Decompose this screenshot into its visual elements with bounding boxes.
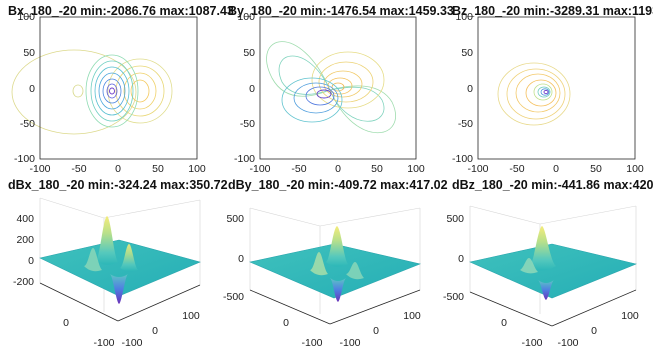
surface bbox=[39, 216, 201, 304]
z-tick-label: -500 bbox=[223, 291, 244, 303]
x-tick-label: -100 bbox=[467, 163, 488, 175]
y-tick-label: 0 bbox=[373, 325, 379, 337]
y-tick-labels: 100 0 -100 bbox=[121, 310, 199, 349]
z-tick-label: -500 bbox=[443, 291, 464, 303]
y-tick-label: 0 bbox=[152, 325, 158, 337]
axes-box bbox=[477, 16, 636, 160]
y-tick-label: 100 bbox=[403, 310, 421, 322]
x-tick-label: 0 bbox=[335, 163, 341, 175]
y-tick-labels: 100 50 0 -50 -100 bbox=[14, 11, 35, 165]
x-tick-label: -100 bbox=[301, 337, 322, 349]
x-tick-label: 100 bbox=[407, 163, 425, 175]
y-tick-label: 0 bbox=[249, 83, 255, 95]
y-tick-label: -100 bbox=[234, 153, 255, 165]
y-tick-label: -100 bbox=[452, 153, 473, 165]
panel-dbz: dBz_180_-20 min:-441.86 max:420.41 500 0… bbox=[443, 178, 653, 349]
x-tick-label: 100 bbox=[188, 163, 206, 175]
x-tick-label: -100 bbox=[249, 163, 270, 175]
z-tick-label: 200 bbox=[16, 234, 34, 246]
x-tick-label: 50 bbox=[590, 163, 602, 175]
y-tick-label: -50 bbox=[240, 118, 255, 130]
y-tick-label: 100 bbox=[17, 11, 35, 23]
x-tick-label: 0 bbox=[63, 317, 69, 329]
chart-title: Bz_180_-20 min:-3289.31 max:1193.56 bbox=[452, 4, 653, 18]
z-tick-labels: 500 0 -500 bbox=[223, 213, 244, 303]
panel-dbx: dBx_180_-20 min:-324.24 max:350.72 400 2… bbox=[8, 178, 228, 349]
y-tick-label: 0 bbox=[591, 325, 597, 337]
axes-box bbox=[259, 16, 417, 160]
chart-title: dBx_180_-20 min:-324.24 max:350.72 bbox=[8, 178, 228, 192]
panel-dby: dBy_180_-20 min:-409.72 max:417.02 500 0… bbox=[223, 178, 448, 349]
z-tick-label: 0 bbox=[458, 253, 464, 265]
chart-title: dBz_180_-20 min:-441.86 max:420.41 bbox=[452, 178, 653, 192]
x-tick-label: 50 bbox=[152, 163, 164, 175]
x-tick-label: -100 bbox=[521, 337, 542, 349]
contour-lines bbox=[497, 62, 571, 126]
x-tick-label: -50 bbox=[71, 163, 86, 175]
chart-title: By_180_-20 min:-1476.54 max:1459.33 bbox=[228, 4, 454, 18]
y-tick-labels: 100 50 0 -50 -100 bbox=[234, 11, 255, 165]
z-tick-label: -200 bbox=[13, 276, 34, 288]
x-tick-labels: 0 -100 bbox=[63, 317, 115, 349]
x-tick-labels: -100 -50 0 50 100 bbox=[249, 163, 424, 175]
surface bbox=[469, 226, 637, 300]
x-tick-label: -100 bbox=[93, 337, 114, 349]
x-tick-label: 100 bbox=[626, 163, 644, 175]
y-tick-label: 0 bbox=[29, 83, 35, 95]
panel-bx: Bx_180_-20 min:-2086.76 max:1087.43 100 … bbox=[8, 4, 234, 175]
y-tick-label: 50 bbox=[23, 47, 35, 59]
y-tick-label: 50 bbox=[461, 47, 473, 59]
x-tick-label: 0 bbox=[553, 163, 559, 175]
y-tick-label: -100 bbox=[121, 337, 142, 349]
x-tick-label: -100 bbox=[29, 163, 50, 175]
z-tick-label: 400 bbox=[16, 213, 34, 225]
z-tick-label: 0 bbox=[28, 255, 34, 267]
y-tick-label: -100 bbox=[14, 153, 35, 165]
contour-lines bbox=[266, 41, 396, 133]
x-tick-label: 0 bbox=[115, 163, 121, 175]
y-tick-label: 100 bbox=[621, 310, 639, 322]
y-tick-label: -50 bbox=[458, 118, 473, 130]
y-tick-label: -100 bbox=[339, 337, 360, 349]
x-tick-label: -50 bbox=[291, 163, 306, 175]
z-tick-label: 0 bbox=[238, 253, 244, 265]
y-tick-labels: 100 0 -100 bbox=[339, 310, 420, 349]
z-tick-label: 500 bbox=[446, 213, 464, 225]
x-tick-labels: -100 -50 0 50 100 bbox=[467, 163, 643, 175]
z-tick-labels: 500 0 -500 bbox=[443, 213, 464, 303]
x-tick-label: -50 bbox=[509, 163, 524, 175]
x-tick-labels: 0 -100 bbox=[283, 317, 323, 349]
y-tick-label: 100 bbox=[237, 11, 255, 23]
x-tick-labels: -100 -50 0 50 100 bbox=[29, 163, 205, 175]
axes-box bbox=[39, 16, 198, 160]
x-tick-label: 50 bbox=[371, 163, 383, 175]
y-tick-label: 100 bbox=[182, 310, 200, 322]
chart-title: dBy_180_-20 min:-409.72 max:417.02 bbox=[228, 178, 448, 192]
y-tick-labels: 100 50 0 -50 -100 bbox=[452, 11, 473, 165]
x-tick-label: 0 bbox=[501, 317, 507, 329]
y-tick-labels: 100 0 -100 bbox=[557, 310, 638, 349]
chart-title: Bx_180_-20 min:-2086.76 max:1087.43 bbox=[8, 4, 234, 18]
z-tick-label: 500 bbox=[226, 213, 244, 225]
x-tick-label: 0 bbox=[283, 317, 289, 329]
x-tick-labels: 0 -100 bbox=[501, 317, 543, 349]
y-tick-label: -100 bbox=[557, 337, 578, 349]
y-tick-label: 0 bbox=[467, 83, 473, 95]
y-tick-label: 50 bbox=[243, 47, 255, 59]
contour-lines bbox=[11, 49, 173, 135]
z-tick-labels: 400 200 0 -200 bbox=[13, 213, 34, 288]
axes-box-3d bbox=[249, 207, 421, 325]
y-tick-label: 100 bbox=[455, 11, 473, 23]
surface bbox=[249, 226, 422, 302]
panel-by: By_180_-20 min:-1476.54 max:1459.33 100 … bbox=[228, 4, 454, 175]
panel-bz: Bz_180_-20 min:-3289.31 max:1193.56 100 … bbox=[452, 4, 653, 175]
y-tick-label: -50 bbox=[20, 118, 35, 130]
